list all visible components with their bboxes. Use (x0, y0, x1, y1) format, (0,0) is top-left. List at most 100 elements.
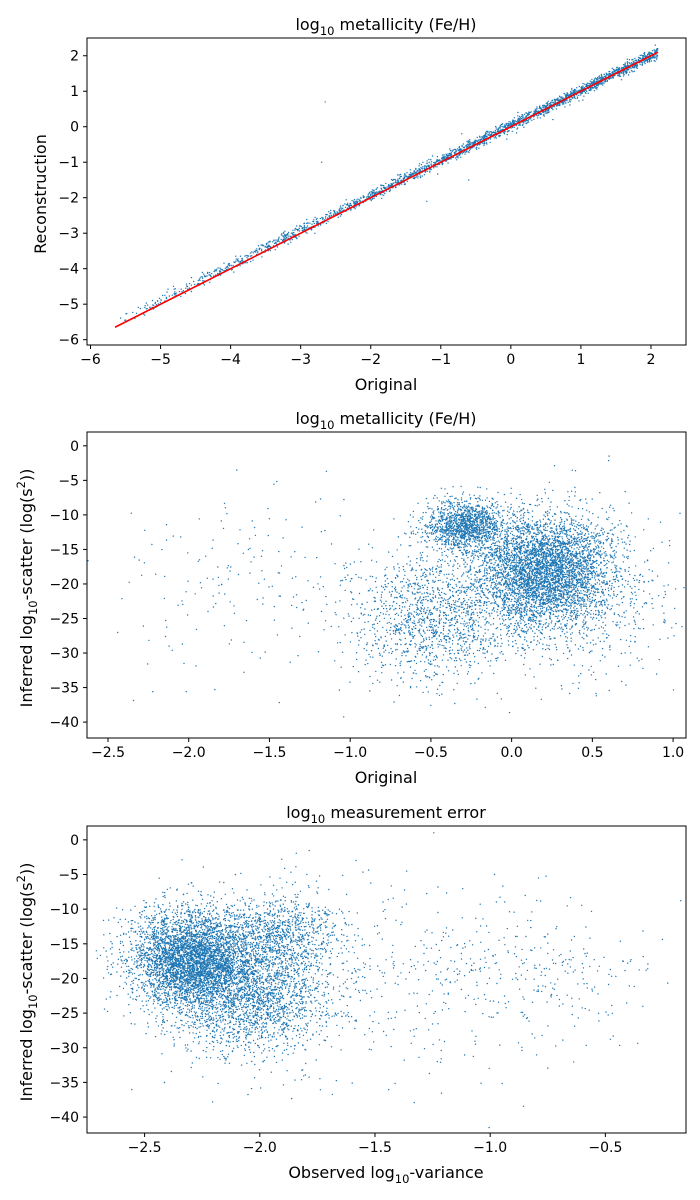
data-point (245, 262, 247, 264)
data-point (654, 44, 656, 46)
data-point (258, 248, 260, 251)
data-point (563, 511, 565, 514)
data-point (578, 575, 581, 577)
data-point (560, 623, 562, 625)
data-point (514, 120, 516, 122)
data-point (583, 87, 585, 89)
data-point (295, 228, 298, 230)
data-point (567, 601, 570, 603)
data-point (560, 570, 562, 572)
data-point (560, 510, 562, 513)
data-point (587, 557, 589, 559)
data-point (576, 90, 578, 92)
data-point (530, 604, 533, 606)
data-point (523, 621, 526, 623)
data-point (221, 269, 223, 271)
data-point (643, 603, 645, 605)
data-point (508, 609, 510, 612)
data-point (626, 69, 628, 71)
data-point (254, 251, 257, 253)
data-point (437, 160, 439, 162)
y-tick-label: 1 (70, 84, 79, 100)
data-point (499, 568, 501, 571)
data-point (426, 170, 429, 172)
data-point (545, 618, 547, 621)
data-point (655, 58, 658, 60)
data-point (360, 196, 362, 199)
data-point (591, 629, 593, 631)
data-point (604, 551, 607, 553)
data-point (269, 241, 271, 243)
data-point (381, 197, 383, 200)
data-point (273, 240, 275, 242)
data-point (632, 577, 635, 580)
data-point (636, 60, 638, 62)
data-point (492, 581, 494, 583)
data-point (544, 527, 547, 529)
data-point (275, 239, 277, 241)
data-point (489, 551, 491, 554)
data-point (654, 50, 656, 52)
data-point (249, 252, 252, 254)
data-point (313, 219, 315, 221)
data-point (643, 580, 645, 583)
data-point (436, 166, 438, 168)
data-point (373, 197, 375, 200)
data-point (484, 135, 486, 137)
data-point (554, 535, 556, 537)
data-point (515, 595, 518, 597)
data-point (462, 574, 464, 576)
data-point (289, 235, 291, 237)
data-point (561, 548, 563, 550)
data-point (586, 626, 588, 629)
data-point (507, 627, 510, 629)
data-point (590, 82, 592, 85)
data-point (479, 552, 481, 554)
data-point (525, 612, 528, 615)
data-point (478, 147, 480, 149)
data-point (528, 113, 531, 115)
data-point (572, 533, 574, 536)
data-point (539, 117, 541, 119)
data-point (566, 578, 568, 580)
data-point (610, 608, 613, 610)
data-point (608, 516, 610, 519)
data-point (602, 621, 604, 624)
data-point (650, 57, 653, 59)
data-point (533, 538, 536, 540)
data-point (623, 586, 626, 588)
data-point (517, 561, 519, 564)
data-point (518, 598, 520, 600)
data-point (502, 605, 505, 607)
data-point (265, 246, 268, 248)
data-point (629, 71, 631, 73)
data-point (528, 533, 530, 535)
data-point (498, 547, 501, 549)
data-point (503, 561, 505, 563)
data-point (526, 535, 528, 537)
data-point (540, 610, 543, 612)
data-point (516, 562, 518, 564)
data-point (494, 587, 497, 589)
data-point (283, 235, 285, 237)
data-point (525, 545, 528, 547)
data-point (528, 119, 530, 121)
data-point (492, 597, 495, 599)
data-point (542, 111, 545, 113)
data-point (510, 600, 512, 603)
data-point (513, 625, 516, 627)
data-point (125, 313, 127, 315)
data-point (412, 172, 414, 174)
data-point (627, 68, 630, 70)
data-point (512, 527, 515, 530)
data-point (505, 604, 507, 606)
data-point (209, 272, 211, 274)
data-point (500, 569, 502, 572)
data-point (146, 304, 149, 306)
data-point (541, 497, 543, 500)
data-point (474, 578, 476, 580)
data-point (551, 620, 553, 622)
data-point (489, 548, 491, 551)
data-point (627, 74, 630, 76)
data-point (533, 636, 535, 638)
